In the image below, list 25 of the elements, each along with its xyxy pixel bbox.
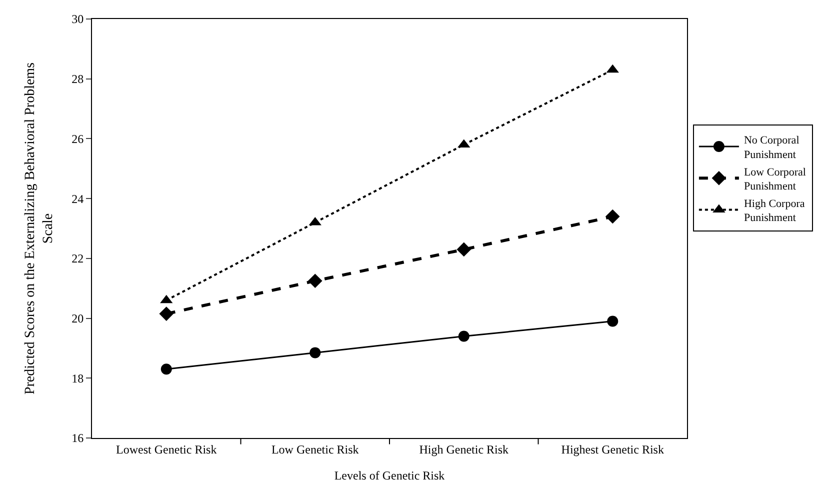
x-tick-label: High Genetic Risk [419,442,509,456]
y-tick-label: 28 [72,72,84,86]
point [159,306,174,321]
y-tick-label: 24 [72,192,84,206]
point [310,347,321,358]
point [605,209,620,224]
point [607,316,618,327]
point [456,242,472,257]
x-tick-label: Highest Genetic Risk [561,442,664,456]
point [308,274,322,288]
point [160,364,172,375]
y-tick-label: 26 [72,132,84,146]
legend-label: Low Corporal Punishment [744,166,806,193]
y-axis-title: Predicted Scores on the Externalizing Behavioral Problems Scale [23,62,56,395]
y-tick-label: 30 [72,12,84,26]
x-tick-label: Low Genetic Risk [271,442,359,456]
point [458,330,470,342]
legend-label: No Corporal Punishment [744,134,800,161]
x-tick-label: Lowest Genetic Risk [116,442,217,456]
legend-label: High Corpora Punishment [744,198,805,224]
x-axis-title: Levels of Genetic Risk [334,468,445,482]
y-tick-label: 16 [72,431,84,446]
y-tick-label: 20 [72,311,84,326]
y-tick-label: 18 [72,371,84,386]
y-tick-label: 22 [72,252,84,266]
